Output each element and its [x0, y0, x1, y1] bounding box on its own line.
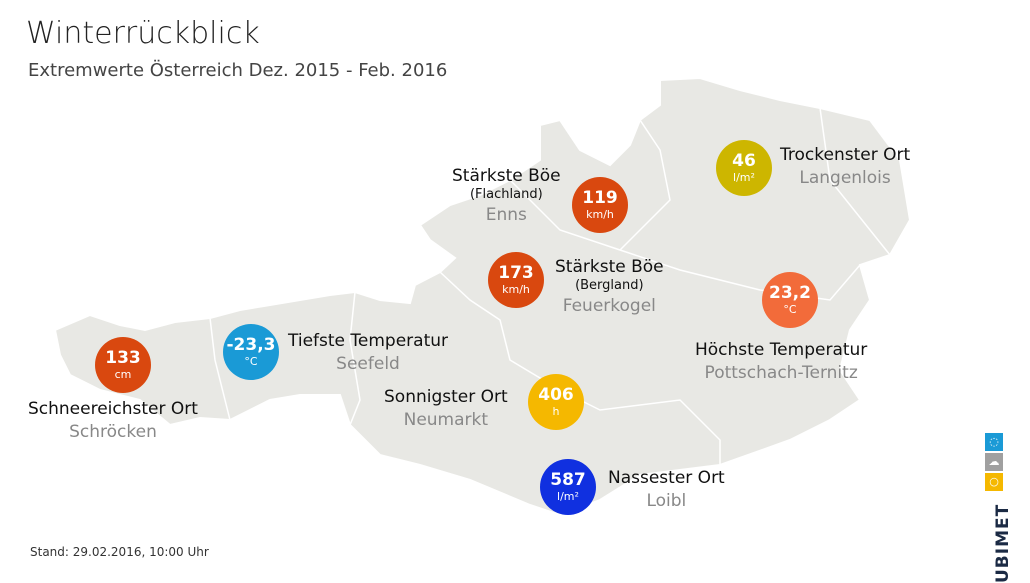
badge-unit: l/m²: [557, 490, 579, 503]
lowest-temp-label: Tiefste Temperatur Seefeld: [288, 330, 448, 376]
wettest-label: Nassester Ort Loibl: [608, 467, 725, 513]
badge-value: 23,2: [769, 283, 811, 303]
record-title: Schneereichster Ort: [28, 399, 198, 419]
badge-value: 46: [732, 151, 756, 171]
record-sub: (Flachland): [469, 187, 543, 202]
record-title: Höchste Temperatur: [695, 340, 868, 360]
gust-lowland-badge: 119 km/h: [572, 177, 628, 233]
badge-unit: °C: [244, 355, 258, 368]
badge-unit: cm: [114, 368, 132, 381]
sunniest-badge: 406 h: [528, 374, 584, 430]
logo-text: UBIMET: [993, 503, 1013, 583]
cloud-icon: ☁: [985, 453, 1003, 471]
gust-mountain-label: Stärkste Böe (Bergland) Feuerkogel: [555, 256, 664, 318]
record-title: Trockenster Ort: [780, 145, 911, 165]
page-title: Winterrückblick: [26, 16, 260, 51]
record-title: Stärkste Böe: [452, 166, 561, 186]
badge-value: 119: [582, 188, 618, 208]
record-place: Neumarkt: [403, 410, 489, 430]
record-place: Schröcken: [69, 422, 157, 442]
page-subtitle: Extremwerte Österreich Dez. 2015 - Feb. …: [28, 60, 448, 81]
record-place: Seefeld: [336, 354, 400, 374]
record-title: Nassester Ort: [608, 468, 725, 488]
badge-unit: km/h: [586, 208, 614, 221]
snow-record-label: Schneereichster Ort Schröcken: [28, 398, 198, 444]
badge-value: -23,3: [226, 335, 276, 355]
badge-value: 406: [538, 385, 574, 405]
highest-temp-badge: 23,2 °C: [762, 272, 818, 328]
gust-mountain-badge: 173 km/h: [488, 252, 544, 308]
badge-value: 173: [498, 263, 534, 283]
badge-unit: h: [552, 405, 560, 418]
record-title: Sonnigster Ort: [384, 387, 508, 407]
wettest-badge: 587 l/m²: [540, 459, 596, 515]
record-title: Tiefste Temperatur: [288, 331, 449, 351]
badge-unit: °C: [783, 303, 797, 316]
ubimet-logo: ◌ ☁ ○ UBIMET: [985, 433, 1013, 583]
timestamp: Stand: 29.02.2016, 10:00 Uhr: [30, 545, 209, 559]
badge-value: 133: [105, 348, 141, 368]
snow-record-badge: 133 cm: [95, 337, 151, 393]
record-title: Stärkste Böe: [555, 257, 664, 277]
record-place: Pottschach-Ternitz: [704, 363, 858, 383]
highest-temp-label: Höchste Temperatur Pottschach-Ternitz: [695, 339, 867, 385]
gust-lowland-label: Stärkste Böe (Flachland) Enns: [452, 165, 561, 227]
drop-icon: ◌: [985, 433, 1003, 451]
driest-badge: 46 l/m²: [716, 140, 772, 196]
record-place: Loibl: [646, 491, 687, 511]
badge-unit: km/h: [502, 283, 530, 296]
badge-unit: l/m²: [733, 171, 755, 184]
driest-label: Trockenster Ort Langenlois: [780, 144, 910, 190]
sun-icon: ○: [985, 473, 1003, 491]
record-sub: (Bergland): [575, 278, 644, 293]
record-place: Langenlois: [799, 168, 891, 188]
lowest-temp-badge: -23,3 °C: [223, 324, 279, 380]
sunniest-label: Sonnigster Ort Neumarkt: [384, 386, 508, 432]
record-place: Feuerkogel: [562, 296, 656, 316]
badge-value: 587: [550, 470, 586, 490]
record-place: Enns: [485, 205, 527, 225]
